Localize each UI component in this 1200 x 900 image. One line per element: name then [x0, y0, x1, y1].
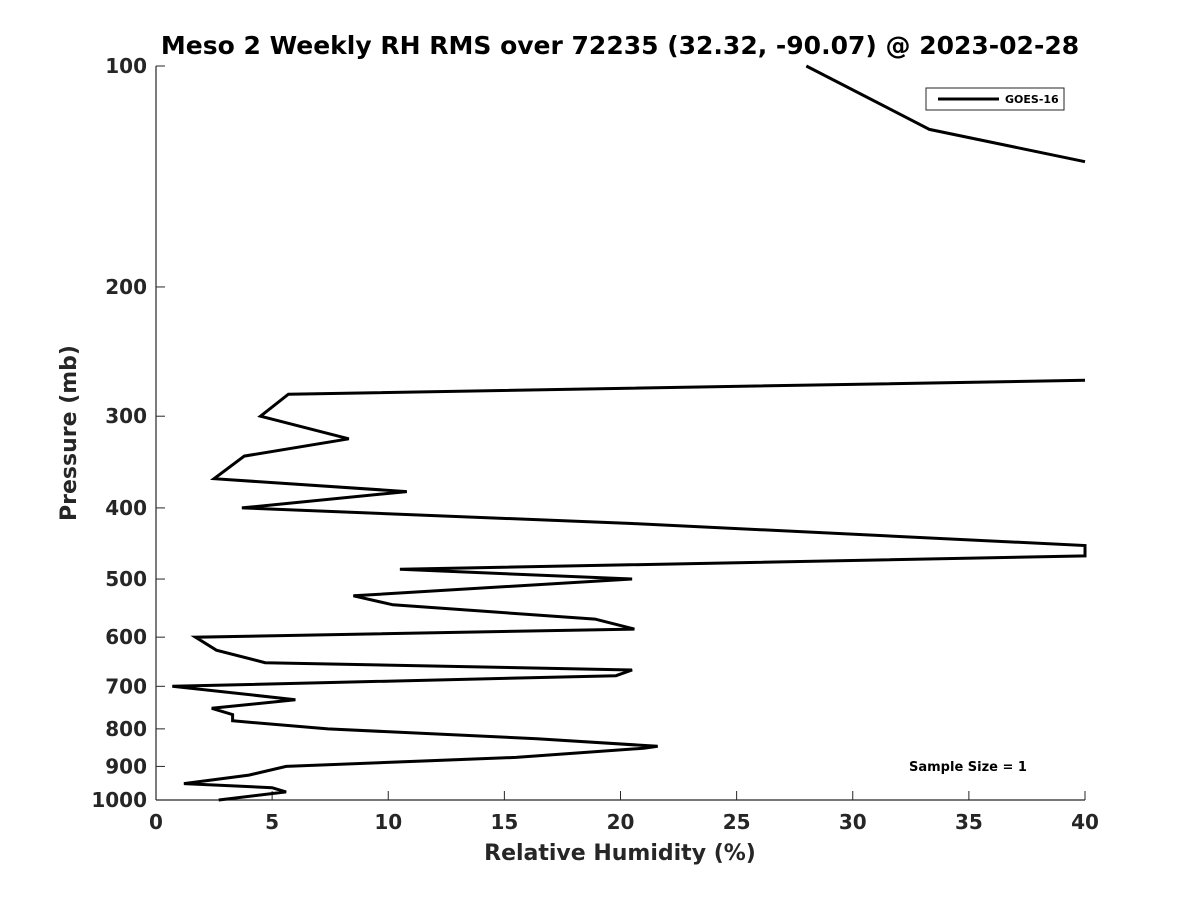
y-tick-label: 800 [105, 717, 147, 741]
sample-size-annotation: Sample Size = 1 [909, 760, 1027, 775]
x-tick-group: 0 5 10 15 20 25 30 35 40 [149, 791, 1099, 834]
series-layer [172, 64, 1087, 802]
y-tick-label: 900 [105, 754, 147, 778]
y-tick-group: 100 200 300 400 500 600 700 800 900 1000 [91, 54, 165, 812]
legend-label-goes-16: GOES-16 [1005, 93, 1059, 106]
x-tick-label: 10 [374, 810, 402, 834]
y-tick-label: 200 [105, 275, 147, 299]
chart-title: Meso 2 Weekly RH RMS over 72235 (32.32, … [161, 31, 1079, 60]
x-tick-label: 35 [955, 810, 983, 834]
y-tick-label: 400 [105, 496, 147, 520]
axes-frame [155, 66, 1085, 801]
x-axis-label: Relative Humidity (%) [484, 841, 756, 866]
y-tick-label: 1000 [91, 788, 147, 812]
x-tick-label: 40 [1071, 810, 1099, 834]
series-line-goes-16 [172, 64, 1087, 802]
y-tick-label: 500 [105, 567, 147, 591]
y-tick-label: 300 [105, 404, 147, 428]
x-tick-label: 20 [607, 810, 635, 834]
legend[interactable]: GOES-16 [925, 87, 1065, 111]
y-tick-label: 100 [105, 54, 147, 78]
x-tick-label: 0 [149, 810, 163, 834]
x-tick-label: 25 [723, 810, 751, 834]
y-axis-label: Pressure (mb) [57, 345, 82, 521]
y-tick-label: 600 [105, 625, 147, 649]
x-tick-label: 15 [490, 810, 518, 834]
x-tick-label: 5 [265, 810, 279, 834]
y-tick-label: 700 [105, 674, 147, 698]
x-tick-label: 30 [839, 810, 867, 834]
